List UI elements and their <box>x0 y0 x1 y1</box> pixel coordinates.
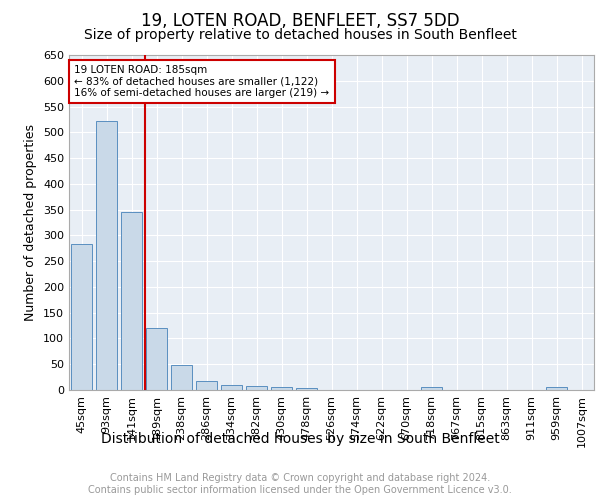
Bar <box>246 386 267 390</box>
Text: Distribution of detached houses by size in South Benfleet: Distribution of detached houses by size … <box>101 432 499 446</box>
Bar <box>421 388 442 390</box>
Bar <box>96 121 117 390</box>
Bar <box>271 388 292 390</box>
Y-axis label: Number of detached properties: Number of detached properties <box>25 124 37 321</box>
Bar <box>146 328 167 390</box>
Text: Contains HM Land Registry data © Crown copyright and database right 2024.
Contai: Contains HM Land Registry data © Crown c… <box>88 474 512 495</box>
Text: Size of property relative to detached houses in South Benfleet: Size of property relative to detached ho… <box>83 28 517 42</box>
Bar <box>71 244 92 390</box>
Bar <box>196 380 217 390</box>
Bar <box>221 385 242 390</box>
Text: 19, LOTEN ROAD, BENFLEET, SS7 5DD: 19, LOTEN ROAD, BENFLEET, SS7 5DD <box>140 12 460 30</box>
Text: 19 LOTEN ROAD: 185sqm
← 83% of detached houses are smaller (1,122)
16% of semi-d: 19 LOTEN ROAD: 185sqm ← 83% of detached … <box>74 65 329 98</box>
Bar <box>296 388 317 390</box>
Bar <box>121 212 142 390</box>
Bar <box>171 366 192 390</box>
Bar <box>546 388 567 390</box>
